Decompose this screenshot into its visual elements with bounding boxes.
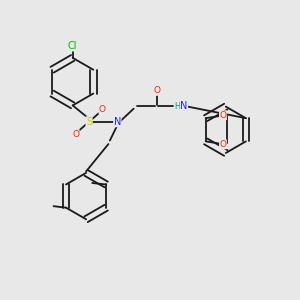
Text: Cl: Cl (68, 41, 77, 51)
Text: O: O (72, 130, 79, 139)
Text: O: O (220, 140, 226, 149)
Text: H: H (175, 102, 180, 111)
Text: N: N (114, 117, 121, 127)
Text: S: S (86, 117, 92, 127)
Text: O: O (220, 111, 226, 120)
Text: O: O (99, 105, 106, 114)
Text: O: O (153, 86, 160, 95)
Text: N: N (180, 101, 188, 111)
